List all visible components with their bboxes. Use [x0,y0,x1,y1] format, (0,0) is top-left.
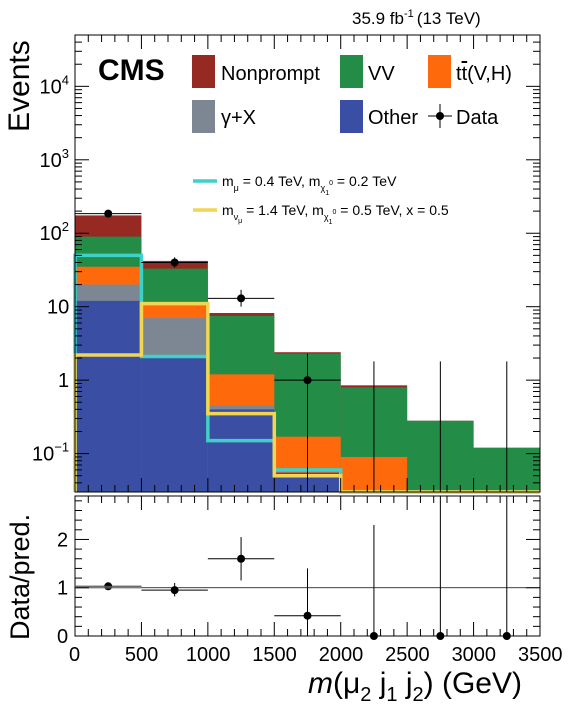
stack-bars [75,215,540,492]
y-axis-label: Events [3,40,36,132]
ratio-point-3 [303,611,312,620]
data-point-1 [170,258,179,267]
legend-item-vv: VV [340,55,395,88]
data-point-0 [104,209,113,218]
sig2-m: m [222,202,234,218]
xlabel-units: ) (GeV) [424,667,522,700]
legend-item-signal2: mνμ = 1.4 TeV, mχ1 0 = 0.5 TeV, x = 0.5 [193,202,449,226]
legend-swatch-gammax [192,100,215,133]
sig2-text1: = 1.4 TeV, m [242,202,324,218]
lumi-label: 35.9 fb-1 (13 TeV) [352,8,481,28]
y-tick-label-5: 104 [40,72,69,98]
data-points [75,209,508,492]
xlabel-m: m [308,667,333,700]
legend-data-marker [436,112,444,120]
ratio-point-1 [170,586,179,595]
x-tick-label-7: 3500 [518,644,563,666]
x-tick-label-1: 500 [125,644,158,666]
legend-swatch-vv [340,55,363,88]
energy-label: (13 TeV) [417,9,481,28]
sig1-sub2: χ [320,183,325,193]
lumi-exponent: -1 [404,8,414,20]
x-tick-label-6: 3000 [452,644,497,666]
sig1-text1: = 0.4 TeV, m [239,173,321,189]
xlabel-mu: (μ [333,667,360,700]
legend-item-signal1: mμ = 0.4 TeV, mχ10 = 0.2 TeV [193,173,397,197]
legend-ttvh-t: t [456,63,462,85]
legend-label-signal1: mμ = 0.4 TeV, mχ10 = 0.2 TeV [222,173,397,197]
legend-label-nonprompt: Nonprompt [221,63,320,85]
xlabel-j2: j [398,667,413,700]
sig1-m: m [222,173,234,189]
ratio-y-axis-label: Data/pred. [5,514,35,640]
legend-label-signal2: mνμ = 1.4 TeV, mχ1 0 = 0.5 TeV, x = 0.5 [222,202,449,226]
legend-label-vv: VV [368,63,395,85]
x-tick-label-3: 1500 [252,644,296,666]
sig2-sub2: χ [324,212,329,222]
x-axis-label: m(μ2 j1 j2) (GeV) [308,667,522,706]
legend-swatch-ttvh [428,55,451,88]
x-tick-label-4: 2000 [319,644,364,666]
xlabel-sub3: 2 [413,684,424,706]
bar-other-1 [141,354,208,492]
legend-item-data: Data [428,104,499,129]
xlabel-j1: j [371,667,386,700]
bar-other-0 [75,300,142,492]
sig2-sub2c: 0 [332,209,336,216]
data-point-3 [303,376,312,385]
legend-ttvh-rest: (V,H) [467,63,512,85]
y-tick-label-0: 10−1 [32,440,69,466]
ratio-y-tick-label-1: 1 [57,578,68,600]
legend-item-other: Other [340,100,418,133]
sig2-subb: μ [238,218,242,225]
xlabel-sub2: 1 [386,684,397,706]
ratio-y-tick-label-2: 2 [57,529,68,551]
bar-other-2 [207,409,275,492]
ratio-plot-frame [74,495,541,637]
sig1-text2: = 0.2 TeV [333,173,397,189]
legend-item-ttvh: tt(V,H) [428,55,512,88]
legend-ttvh-tbar: t [462,63,468,85]
y-tick-label-3: 102 [40,219,69,245]
ratio-y-tick-label-0: 0 [57,626,68,648]
y-tick-label-4: 103 [40,146,69,172]
sig2-sub2b: 1 [329,219,333,226]
legend-swatch-other [340,100,363,133]
cms-label: CMS [98,54,165,87]
legend-label-data: Data [456,107,499,129]
xlabel-sub1: 2 [360,684,371,706]
ratio-axes: 0 1 2 0 500 1000 1500 2000 2500 3000 3500 [57,496,563,666]
sig2-text2: = 0.5 TeV, x = 0.5 [336,202,449,218]
legend-label-gammax: γ+X [221,107,256,129]
legend: Nonprompt VV tt(V,H) γ+X Other [192,55,512,226]
legend-label-ttvh: tt(V,H) [456,63,512,85]
y-tick-label-2: 10 [47,297,69,319]
legend-label-other: Other [368,107,418,129]
ratio-point-2 [237,554,246,563]
x-tick-label-0: 0 [69,644,80,666]
lumi-value: 35.9 fb [352,9,404,28]
sig2-sub: ν [234,212,239,222]
x-tick-label-5: 2500 [385,644,430,666]
ratio-points [75,496,511,640]
data-point-2 [237,294,246,303]
y-tick-label-1: 1 [58,370,69,392]
legend-swatch-nonprompt [192,55,215,88]
ratio-uncertainty-band [75,585,142,589]
sig1-sub2c: 0 [329,180,333,187]
x-tick-label-2: 1000 [186,644,231,666]
sig1-sub2b: 1 [325,190,329,197]
legend-item-nonprompt: Nonprompt [192,55,320,88]
main-plot-frame [74,34,541,493]
sig1-sub: μ [234,183,239,193]
legend-item-gammax: γ+X [192,100,256,133]
